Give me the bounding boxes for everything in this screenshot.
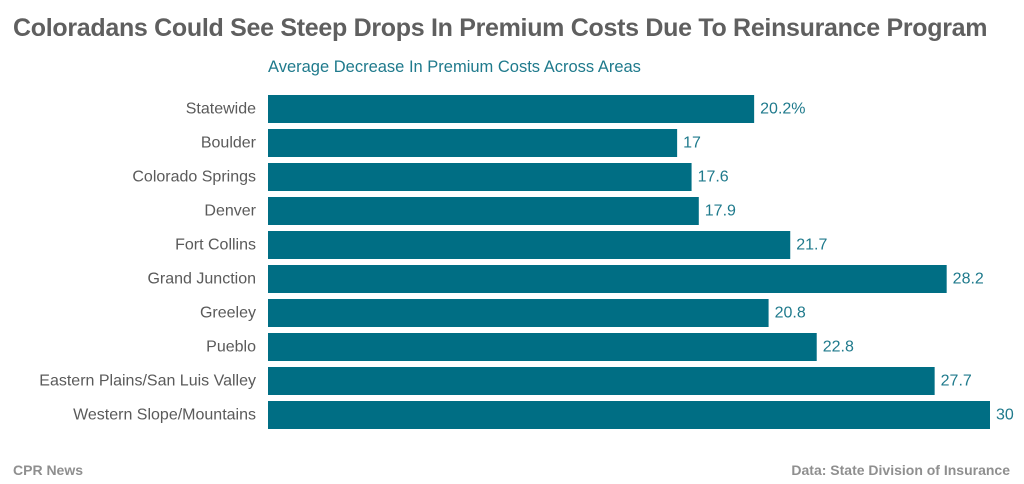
value-label-denver: 17.9 [705,203,736,220]
category-label-denver: Denver [204,203,256,220]
value-label-western-slope-mountains: 30 [996,407,1014,424]
bar-grand-junction [268,265,947,293]
value-label-grand-junction: 28.2 [953,271,984,288]
category-label-grand-junction: Grand Junction [147,271,256,288]
bar-denver [268,197,699,225]
value-label-statewide: 20.2% [760,101,805,118]
chart-subtitle: Average Decrease In Premium Costs Across… [268,58,641,76]
chart-title: Coloradans Could See Steep Drops In Prem… [13,14,988,42]
category-label-eastern-plains-san-luis-valley: Eastern Plains/San Luis Valley [39,373,256,390]
bar-eastern-plains-san-luis-valley [268,367,935,395]
source-credit: CPR News [13,462,84,478]
bar-boulder [268,129,678,157]
data-source: Data: State Division of Insurance [791,462,1010,478]
category-label-colorado-springs: Colorado Springs [132,169,256,186]
bar-fort-collins [268,231,791,259]
category-label-western-slope-mountains: Western Slope/Mountains [73,407,256,424]
value-label-pueblo: 22.8 [823,339,854,356]
bar-statewide [268,95,755,123]
value-label-boulder: 17 [683,135,701,152]
bar-greeley [268,299,769,327]
bar-western-slope-mountains [268,401,990,429]
category-label-greeley: Greeley [200,305,256,322]
bar-pueblo [268,333,817,361]
category-label-fort-collins: Fort Collins [175,237,256,254]
category-label-statewide: Statewide [186,101,256,118]
category-label-boulder: Boulder [201,135,257,152]
bar-colorado-springs [268,163,692,191]
value-label-colorado-springs: 17.6 [698,169,729,186]
category-label-pueblo: Pueblo [206,339,256,356]
value-label-eastern-plains-san-luis-valley: 27.7 [941,373,972,390]
value-label-fort-collins: 21.7 [796,237,827,254]
value-label-greeley: 20.8 [775,305,806,322]
